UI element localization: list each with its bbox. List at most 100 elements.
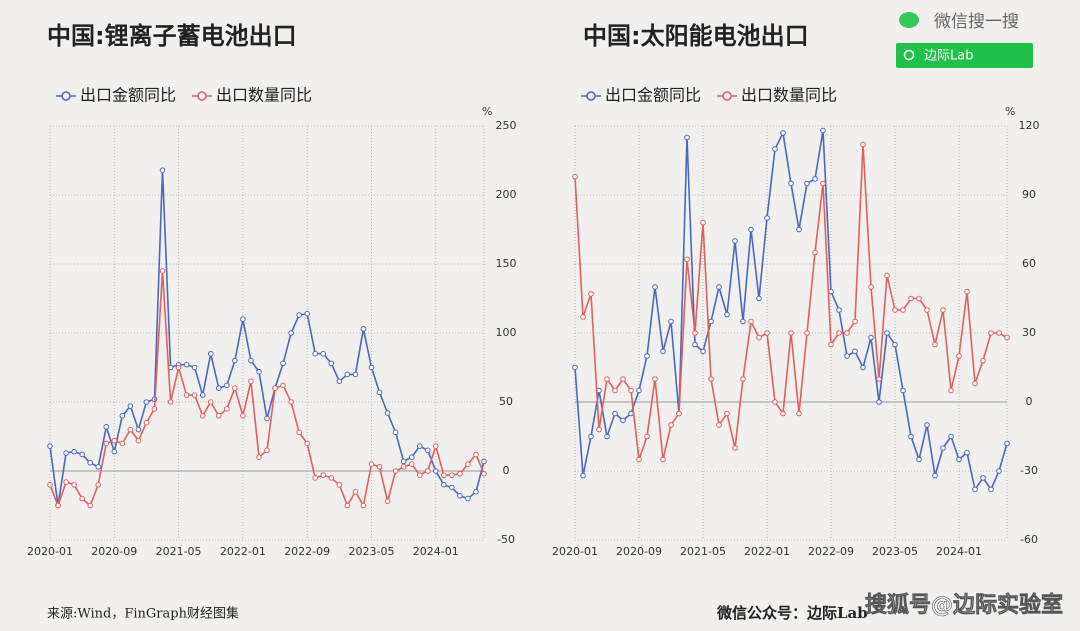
- y-tick-label: 100: [496, 326, 517, 339]
- point: [828, 288, 834, 295]
- point: [183, 361, 190, 368]
- point: [740, 318, 746, 325]
- point: [441, 482, 447, 488]
- point: [964, 288, 970, 295]
- point: [127, 403, 134, 409]
- point: [119, 413, 126, 419]
- point: [852, 318, 858, 325]
- point: [143, 419, 150, 426]
- point: [87, 459, 93, 466]
- point: [820, 180, 826, 187]
- point: [79, 495, 85, 502]
- point: [580, 314, 586, 320]
- point: [740, 376, 746, 382]
- point: [724, 311, 730, 318]
- point: [716, 284, 722, 290]
- point: [924, 422, 930, 428]
- point: [612, 387, 618, 394]
- search-icon: [903, 49, 915, 61]
- source: 来源:Wind，FinGraph财经图集: [47, 606, 239, 622]
- point: [972, 486, 978, 493]
- point: [692, 341, 698, 348]
- x-tick-label: 2024-01: [936, 545, 982, 558]
- point: [111, 437, 118, 444]
- x-tick-label: 2020-09: [616, 545, 662, 558]
- point: [240, 316, 246, 323]
- point: [344, 371, 351, 378]
- point: [596, 426, 602, 433]
- point: [272, 385, 278, 392]
- wechat-icon: [899, 12, 919, 28]
- point: [892, 341, 898, 348]
- point: [400, 458, 407, 465]
- point: [449, 472, 455, 478]
- point: [780, 410, 786, 417]
- point: [256, 454, 262, 461]
- point: [288, 399, 294, 405]
- x-tick-label: 2022-09: [808, 545, 854, 558]
- point: [860, 141, 866, 148]
- y-tick-label: 150: [496, 257, 517, 270]
- point: [588, 433, 594, 440]
- point: [748, 226, 754, 233]
- point: [473, 451, 479, 458]
- point: [232, 385, 238, 392]
- search-box[interactable]: [896, 43, 1033, 68]
- point: [207, 350, 214, 357]
- point: [996, 468, 1002, 474]
- point: [604, 376, 610, 382]
- point: [708, 376, 714, 382]
- x-tick-label: 2021-05: [156, 545, 202, 558]
- point: [988, 486, 994, 493]
- legend-marker: [722, 91, 732, 101]
- y-tick-label: 30: [1022, 326, 1036, 339]
- point: [668, 318, 674, 325]
- point: [860, 364, 866, 371]
- point: [868, 284, 874, 290]
- point: [644, 353, 650, 359]
- point: [63, 450, 69, 456]
- point: [143, 399, 150, 405]
- point: [948, 433, 954, 440]
- point: [852, 348, 858, 355]
- series-line: [49, 270, 485, 508]
- point: [900, 307, 906, 313]
- point: [95, 482, 102, 488]
- point: [924, 307, 930, 313]
- y-tick-label: 50: [499, 395, 513, 408]
- point: [972, 380, 978, 387]
- point: [572, 364, 578, 371]
- point: [868, 334, 874, 341]
- point: [481, 458, 487, 465]
- point: [441, 472, 447, 478]
- point: [159, 268, 166, 274]
- point: [796, 410, 802, 417]
- point: [264, 415, 270, 422]
- point: [296, 312, 302, 318]
- point: [432, 468, 439, 474]
- point: [844, 330, 850, 336]
- point: [1004, 440, 1010, 447]
- point: [384, 410, 391, 416]
- point: [103, 424, 110, 430]
- point: [336, 378, 343, 385]
- legend-label: 出口金额同比: [80, 86, 176, 105]
- point: [457, 470, 463, 477]
- point: [304, 310, 310, 317]
- x-tick-label: 2020-09: [91, 545, 137, 558]
- point: [732, 445, 738, 451]
- point: [376, 389, 383, 396]
- point: [756, 295, 762, 302]
- point: [940, 445, 946, 451]
- point: [207, 399, 214, 405]
- y-tick-label: -50: [497, 533, 515, 546]
- point: [636, 387, 642, 394]
- y-tick-label: 0: [503, 464, 510, 477]
- x-tick-label: 2020-01: [552, 545, 598, 558]
- point: [344, 502, 351, 509]
- point: [416, 472, 423, 478]
- point: [280, 382, 286, 389]
- point: [264, 447, 270, 454]
- point: [481, 470, 487, 477]
